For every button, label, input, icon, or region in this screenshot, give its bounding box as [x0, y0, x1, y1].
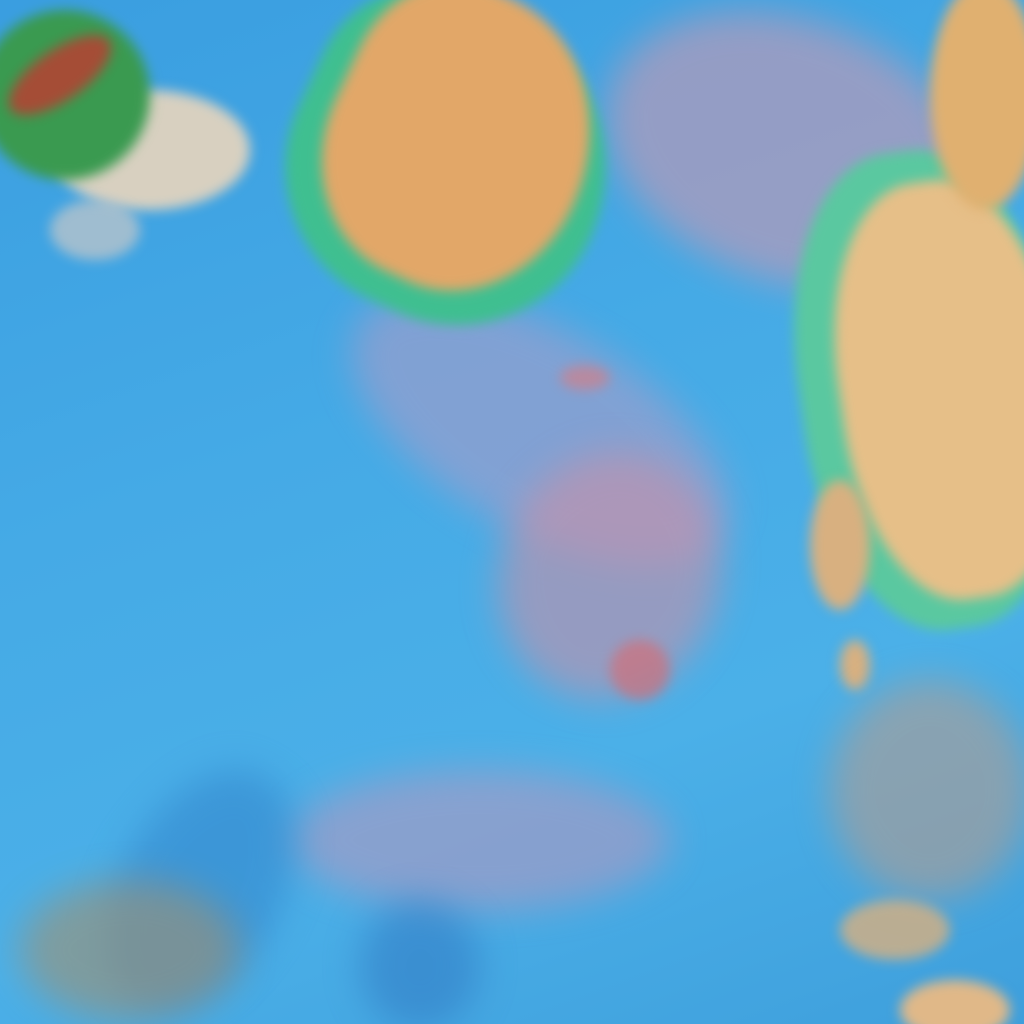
- cloud-fragment-right-small: [840, 640, 870, 690]
- cloud-lower-left: [20, 880, 240, 1020]
- cloud-pale-small: [50, 200, 140, 260]
- cloud-bottom-right: [900, 980, 1010, 1024]
- cloud-lower-right: [840, 900, 950, 960]
- cloud-fragment-right: [810, 480, 870, 610]
- shadow-lower-mid: [360, 900, 480, 1024]
- haze-lower: [290, 770, 670, 910]
- cloud-red-patch-top: [560, 365, 610, 390]
- cloud-speckle-lower-right: [830, 680, 1024, 900]
- cloud-top-right: [930, 0, 1024, 210]
- cloud-red-patch-center: [610, 640, 670, 700]
